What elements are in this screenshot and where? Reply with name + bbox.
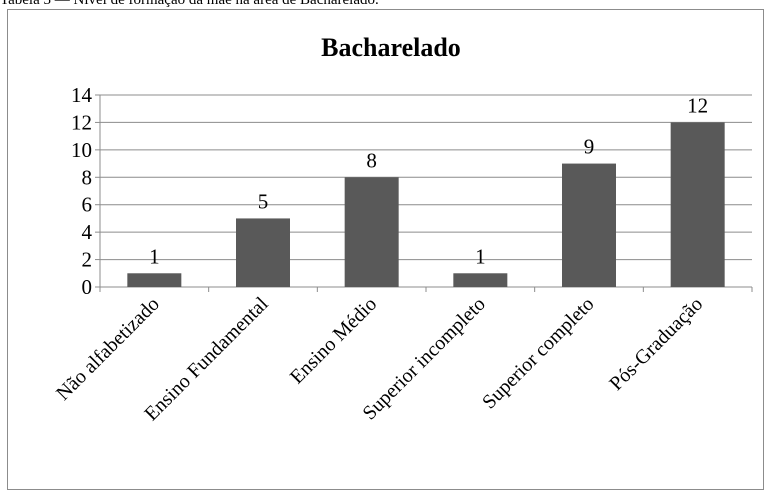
gridlines <box>100 94 752 261</box>
bar <box>236 218 290 287</box>
y-tick-label: 0 <box>82 275 93 299</box>
data-label: 12 <box>687 93 708 117</box>
bar <box>670 122 725 287</box>
bar <box>453 273 508 287</box>
bar <box>127 273 182 287</box>
chart-title: Bacharelado <box>321 33 461 62</box>
y-tick-label: 10 <box>71 138 92 162</box>
x-tick-label: Ensino Médio <box>286 293 381 388</box>
data-label: 9 <box>584 135 595 159</box>
x-tick-label: Ensino Fundamental <box>140 293 273 426</box>
y-tick-label: 14 <box>71 83 93 107</box>
y-tick-label: 4 <box>82 220 93 244</box>
y-tick-label: 8 <box>82 165 93 189</box>
x-tick-label: Superior completo <box>478 293 598 413</box>
x-tick-label: Não alfabetizado <box>52 293 164 405</box>
bars <box>127 122 725 287</box>
data-label: 8 <box>366 148 377 172</box>
y-tick-label: 6 <box>82 193 93 217</box>
x-tick-label: Superior incompleto <box>358 293 489 424</box>
bar <box>344 177 399 287</box>
bar <box>562 163 616 287</box>
x-tick-label: Pós-Graduação <box>605 293 707 395</box>
data-label: 1 <box>149 244 160 268</box>
figure-caption: Tabela 3 — Nível de formação da mãe na á… <box>0 0 379 8</box>
axes <box>95 94 753 292</box>
y-tick-label: 2 <box>82 248 93 272</box>
data-label: 5 <box>258 189 269 213</box>
data-label: 1 <box>475 244 486 268</box>
y-axis-tick-labels: 0 2 4 6 8 10 12 14 <box>71 83 93 299</box>
y-tick-label: 12 <box>71 110 92 134</box>
